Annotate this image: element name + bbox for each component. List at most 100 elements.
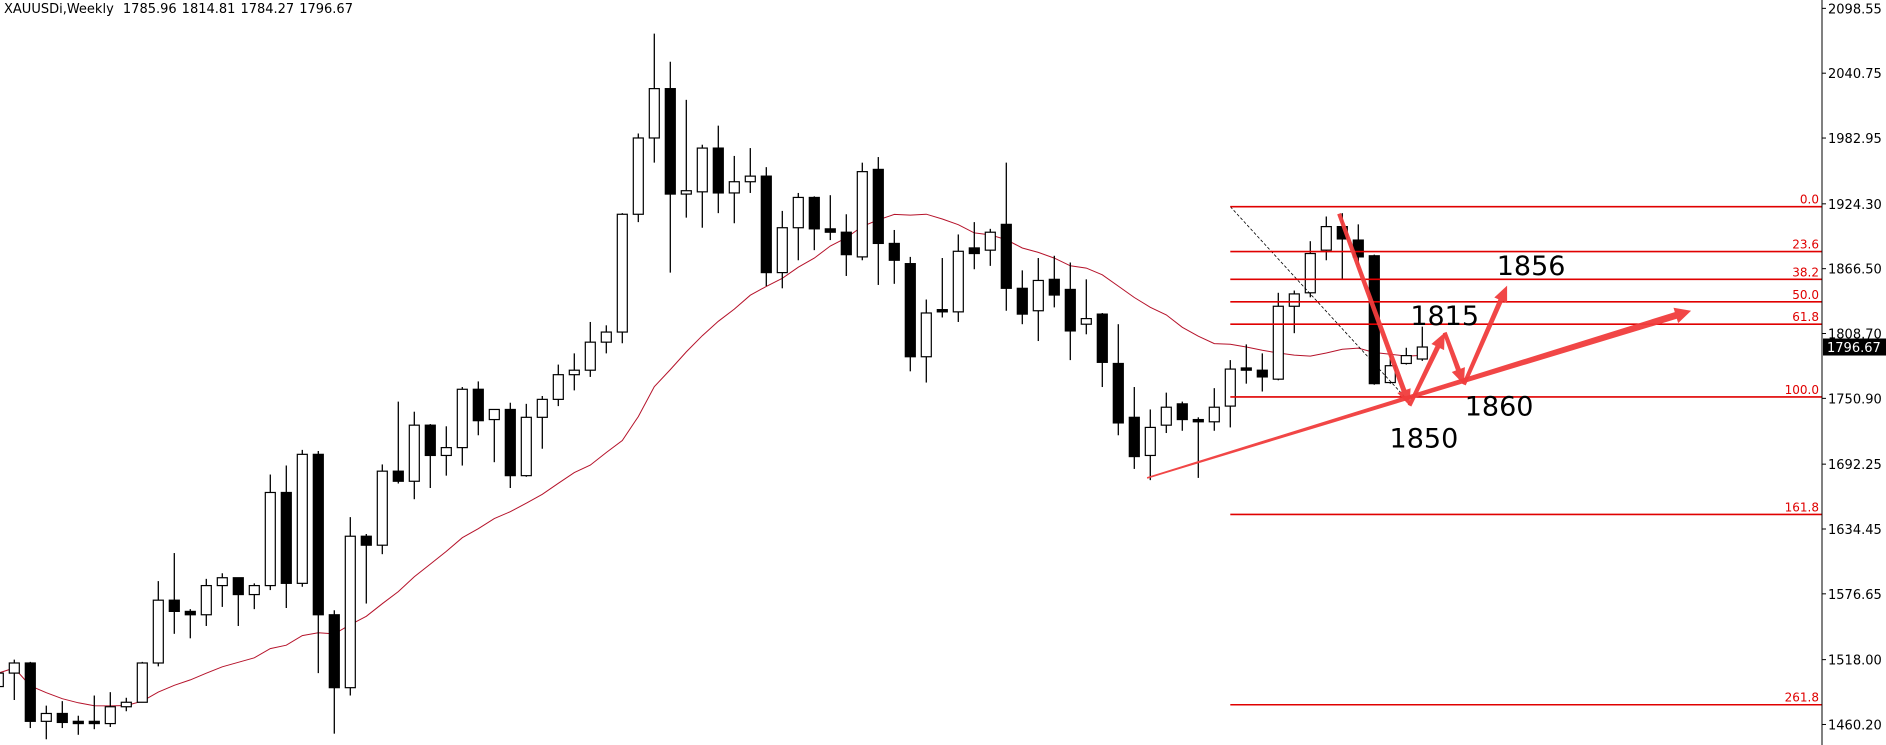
candle [1032,258,1044,342]
axis-tick-label: 1692.25 [1828,458,1882,473]
candle [1160,392,1172,434]
candle [712,125,724,214]
candle [920,299,932,383]
candle-body-bear [824,228,836,233]
arrow-annotation [1146,307,1692,479]
candle-body-bull [792,196,804,229]
price-annotation: 1850 [1390,424,1459,455]
candle [584,321,596,377]
candle [1272,292,1284,381]
candle-body-bull [552,374,564,400]
current-price-label: 1796.67 [1827,341,1881,356]
candle [984,228,996,266]
candle [1208,388,1220,431]
candle [88,695,100,730]
symbol-timeframe: XAUUSDi,Weekly [4,2,114,17]
candle [248,583,260,610]
candle-body-bear [968,247,980,255]
candle [1240,344,1252,384]
candle [232,577,244,626]
candle-body-bear [24,662,36,722]
candle-body-bull [584,341,596,371]
candle [696,144,708,228]
candle [360,533,372,604]
candle-body-bull [776,227,788,274]
candle-body-bear [1016,287,1028,315]
candle [728,155,740,224]
candle [1048,255,1060,308]
candle-body-bull [1032,279,1044,312]
candle [616,213,628,344]
candle [376,464,388,555]
candle [56,701,68,729]
candle [280,465,292,609]
axis-tick-label: 1866.50 [1828,263,1882,278]
candle-body-bull [1272,305,1284,380]
price-axis[interactable]: 2098.552040.751982.951924.301866.501808.… [1821,0,1882,745]
arrow-annotation [1462,285,1508,386]
fibonacci-retracement[interactable]: 0.0 23.6 38.2 50.0 61.8 100.0 161.8 261.8 [1230,193,1822,706]
candle [1128,387,1140,469]
candle-body-bull [984,231,996,251]
candle [968,222,980,270]
open-value: 1785.96 [122,2,177,17]
candle [648,33,660,163]
candle [952,234,964,322]
candles-layer [0,33,1428,740]
axis-tick-label: 1924.30 [1828,198,1882,213]
candle-body-bear [1240,367,1252,371]
candle [680,99,692,218]
candle-body-bear [472,388,484,422]
candle-body-bull [264,491,276,587]
price-annotation: 1856 [1497,251,1566,282]
candle [344,517,356,696]
candle-body-bull [200,584,212,616]
candle-body-bear [664,88,676,195]
candle-body-bull [1288,293,1300,307]
candle [408,411,420,500]
candle [216,573,228,607]
candle-body-bull [1144,426,1156,457]
axis-tick-label: 1982.95 [1828,132,1882,147]
candle-body-bull [1080,317,1092,325]
candle [744,148,756,193]
candle-body-bear [312,453,324,616]
fib-level-label: 261.8 [1785,691,1819,705]
moving-average-layer [0,213,1423,707]
candle-body-bull [440,447,452,457]
fib-level-label: 161.8 [1785,500,1819,514]
candle [520,403,532,477]
candle [1176,401,1188,431]
close-value: 1796.67 [299,2,353,17]
arrow-annotation [1337,213,1411,406]
candle-body-bear [1128,416,1140,458]
candle [664,61,676,273]
candle-body-bull [152,599,164,664]
candle-body-bear [1000,223,1012,289]
candle-body-bear [328,614,340,689]
candle [104,692,116,727]
candle-body-bull [648,88,660,139]
candle-body-bear [904,263,916,358]
candle-body-bull [1208,406,1220,423]
axis-tick-label: 1460.20 [1828,718,1882,733]
candle [440,426,452,476]
candle-body-bear [1064,288,1076,332]
fib-level-label: 0.0 [1800,193,1819,207]
candle [824,195,836,241]
candle-body-bear [1192,418,1204,423]
candle-body-bull [1320,226,1332,251]
candle-body-bull [600,331,612,343]
candle-body-bull [296,453,308,584]
candle-body-bear [360,535,372,546]
candle-body-bear [760,175,772,274]
candle-body-bull [120,701,132,708]
candle [888,229,900,284]
candle-body-bull [216,577,228,587]
candle-body-bull [952,250,964,313]
candle-body-bear [1176,403,1188,421]
candle [1000,162,1012,311]
candle [168,553,180,634]
candle-body-bear [1256,369,1268,378]
